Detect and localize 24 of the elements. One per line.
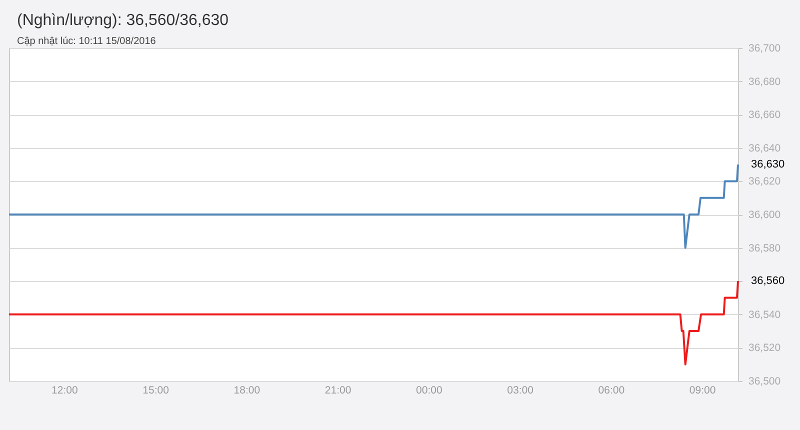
- x-tick-label: 18:00: [234, 384, 260, 396]
- y-tick-label: 36,680: [748, 76, 781, 88]
- line-series: [8, 164, 739, 249]
- y-tick-label: 36,540: [748, 308, 781, 321]
- y-tick-label: 36,700: [748, 42, 781, 54]
- annotation: 36,560: [751, 275, 785, 288]
- y-tick-label: 36,620: [748, 176, 781, 188]
- annotation: 36,630: [751, 158, 785, 171]
- x-tick-label: 06:00: [598, 384, 625, 396]
- line-series: [8, 280, 739, 366]
- x-tick-label: 09:00: [689, 384, 716, 396]
- x-tick-label: 03:00: [507, 384, 534, 396]
- x-tick-label: 15:00: [142, 384, 170, 396]
- x-tick-label: 00:00: [416, 384, 442, 396]
- x-tick-label: 21:00: [324, 384, 352, 396]
- x-tick-label: 12:00: [52, 384, 78, 396]
- chart-title: (Nghìn/lượng): 36,560/36,630: [17, 12, 229, 29]
- y-tick-label: 36,660: [748, 109, 781, 122]
- y-tick-label: 36,520: [748, 342, 781, 354]
- y-tick-label: 36,640: [748, 142, 781, 154]
- y-tick-label: 36,580: [748, 242, 781, 254]
- y-tick-label: 36,600: [748, 209, 781, 221]
- y-tick-label: 36,500: [748, 376, 781, 388]
- chart-subtitle: Cập nhật lúc: 10:11 15/08/2016: [17, 36, 156, 47]
